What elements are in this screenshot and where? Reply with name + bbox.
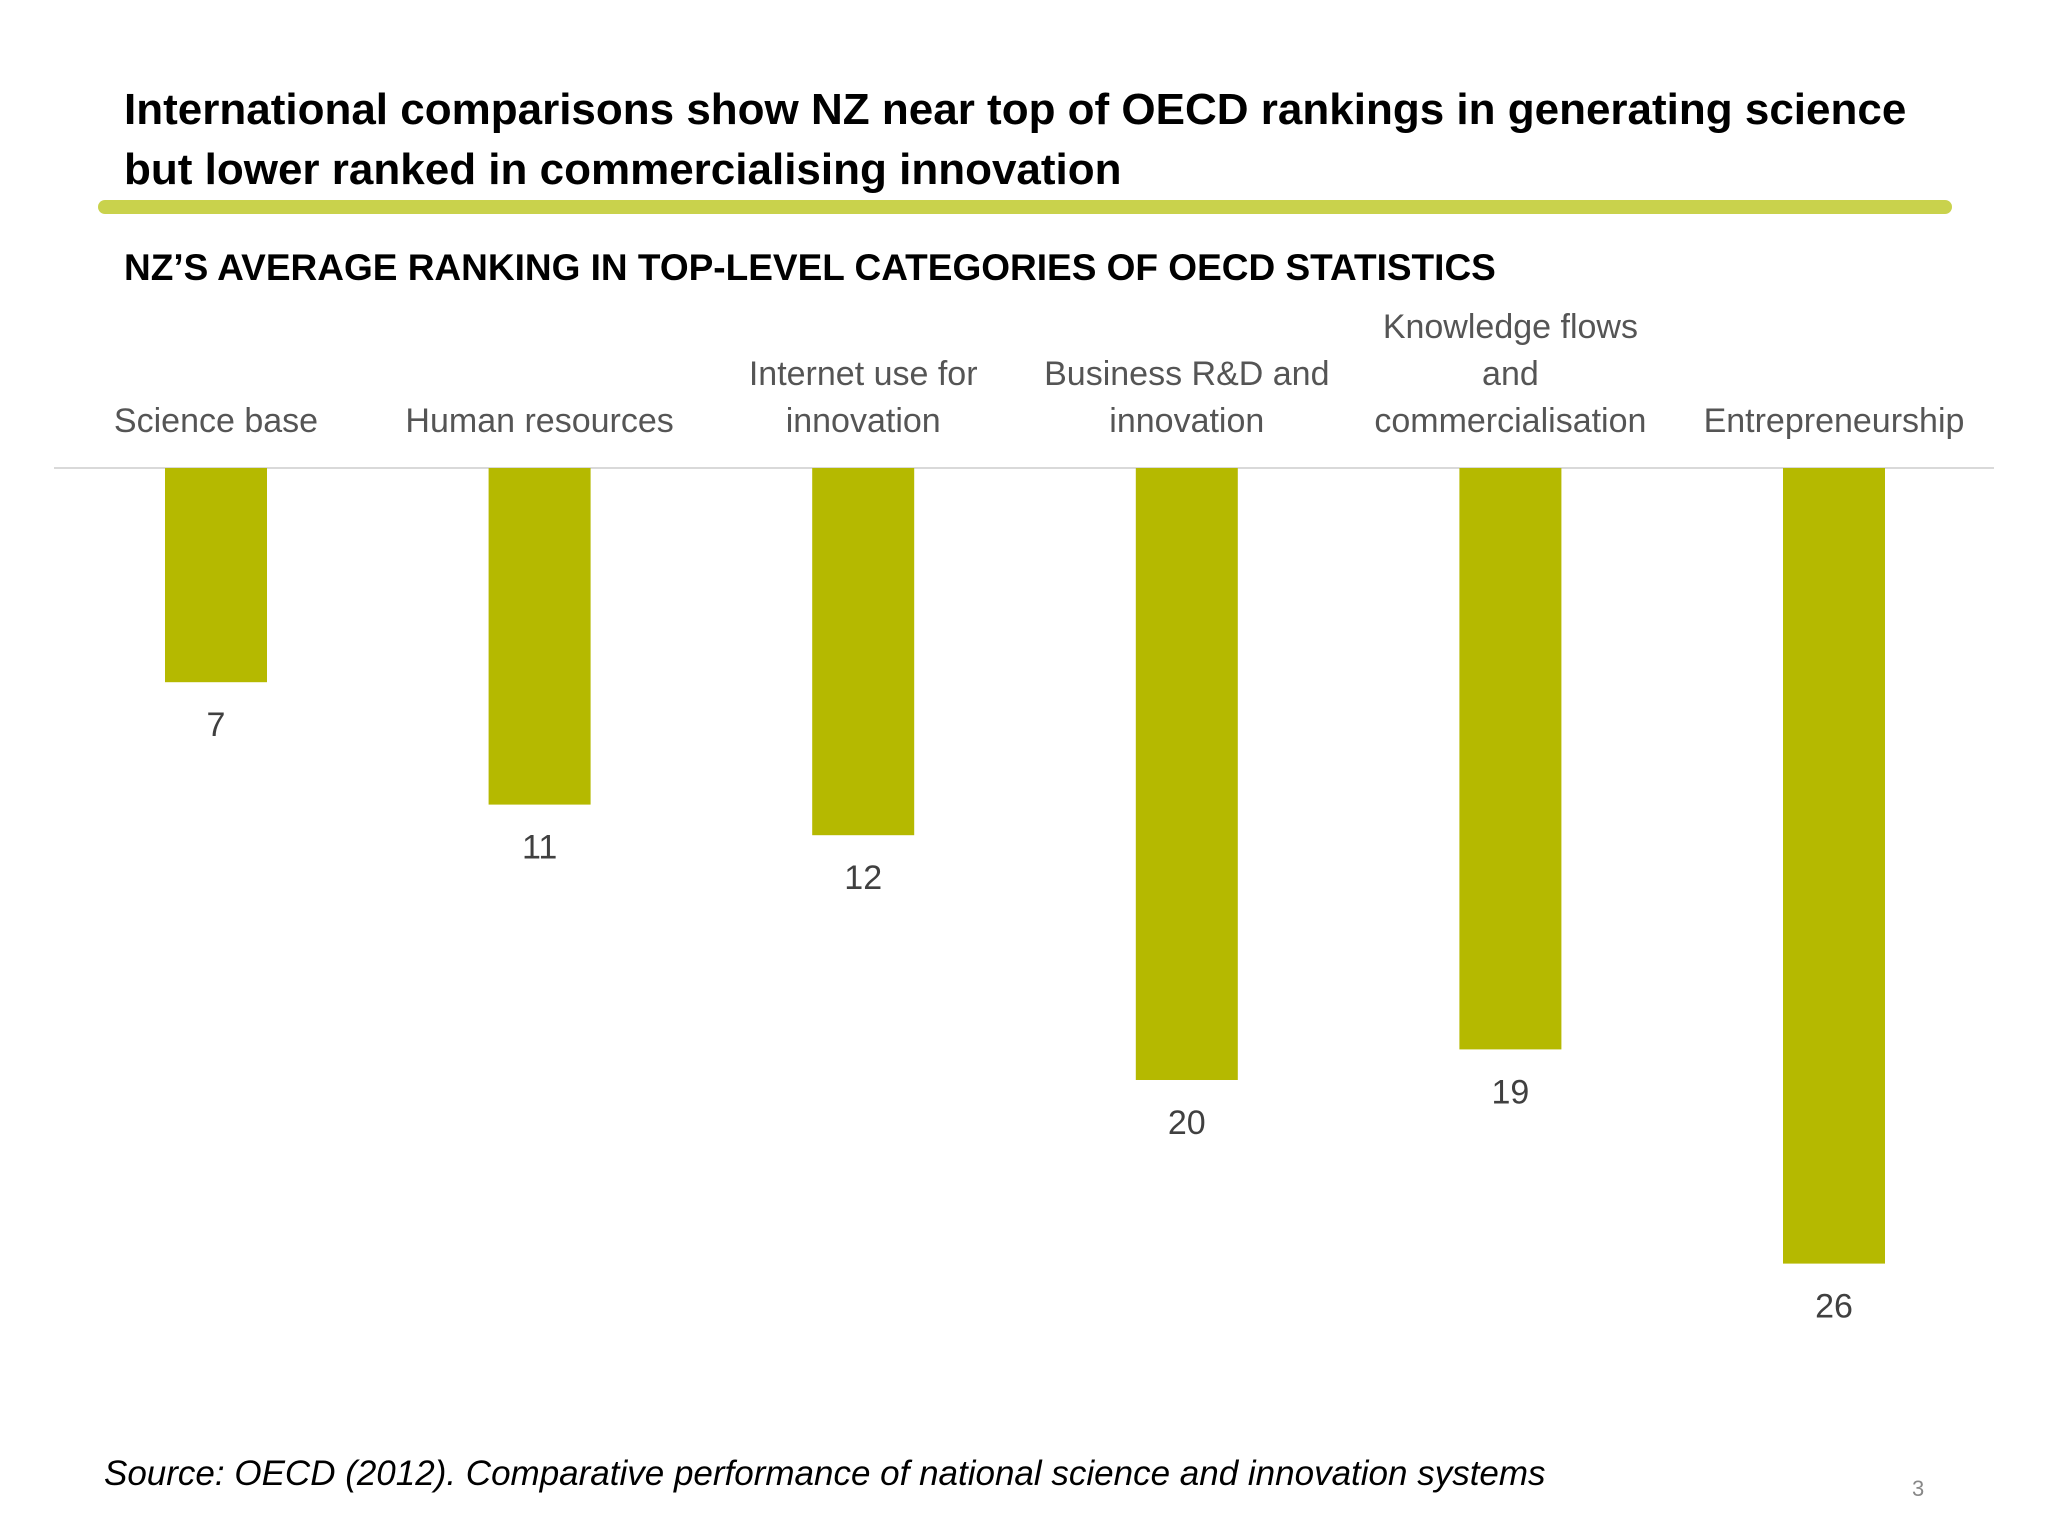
value-label-entrepreneurship: 26 — [1815, 1288, 1853, 1326]
category-label-business-r-d-and-innovation: Business R&D and — [1044, 355, 1329, 393]
category-label-knowledge-flows-and-commercialisation: Knowledge flows — [1383, 308, 1638, 346]
category-labels-group: Science base Human resources Internet use … — [114, 308, 1964, 440]
bar-human-resources — [488, 468, 591, 805]
bar-entrepreneurship — [1783, 468, 1885, 1264]
bar-internet-use-for-innovation — [812, 468, 915, 836]
category-label-knowledge-flows-and-commercialisation: and — [1482, 355, 1539, 393]
bar-knowledge-flows-and-commercialisation — [1459, 468, 1562, 1050]
bar-business-r-d-and-innovation — [1135, 468, 1238, 1080]
value-label-business-r-d-and-innovation: 20 — [1168, 1104, 1206, 1142]
slide-title: International comparisons show NZ near t… — [124, 85, 1907, 194]
category-label-internet-use-for-innovation: innovation — [786, 402, 941, 440]
value-label-science-base: 7 — [207, 706, 226, 744]
value-labels-group: 7 11 12 20 19 26 — [207, 706, 1853, 1325]
chart-title: NZ’S AVERAGE RANKING IN TOP-LEVEL CATEGO… — [124, 247, 1496, 288]
category-label-entrepreneurship: Entrepreneurship — [1704, 402, 1965, 440]
source-note: Source: OECD (2012). Comparative perform… — [104, 1454, 1546, 1493]
page-number: 3 — [1912, 1476, 1925, 1501]
category-label-internet-use-for-innovation: Internet use for — [749, 355, 978, 393]
category-label-science-base: Science base — [114, 402, 318, 440]
bar-science-base — [165, 468, 267, 683]
category-label-business-r-d-and-innovation: innovation — [1109, 402, 1264, 440]
title-underline — [98, 200, 1952, 214]
bars-group — [165, 468, 1885, 1264]
value-label-knowledge-flows-and-commercialisation: 19 — [1491, 1073, 1529, 1111]
category-label-human-resources: Human resources — [405, 402, 673, 440]
value-label-internet-use-for-innovation: 12 — [844, 859, 882, 897]
value-label-human-resources: 11 — [522, 829, 557, 867]
category-label-knowledge-flows-and-commercialisation: commercialisation — [1374, 402, 1646, 440]
